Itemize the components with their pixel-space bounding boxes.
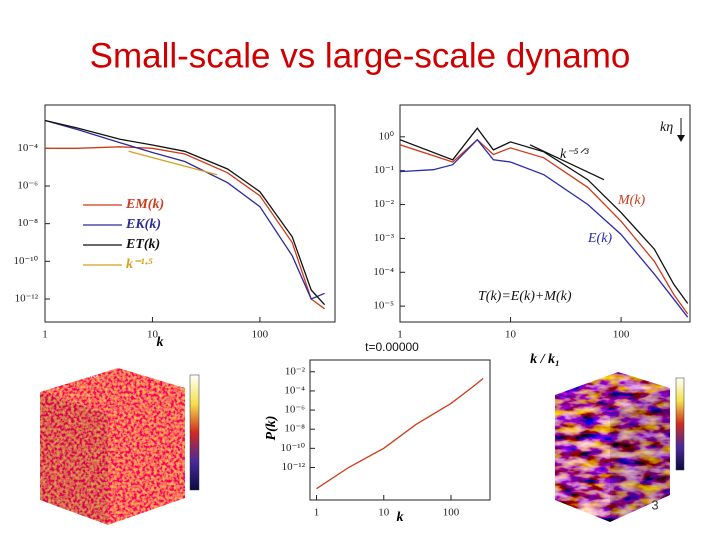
- plot-frame: [309, 359, 491, 501]
- x-axis-label: k / k₁: [530, 352, 560, 367]
- y-tick-label: 10⁻⁴: [373, 266, 394, 278]
- cube-right: [555, 372, 670, 522]
- series-line: [45, 119, 326, 306]
- x-tick-label: 1: [397, 329, 403, 341]
- series-line: [128, 150, 218, 176]
- y-tick-label: 10⁻²: [285, 365, 306, 377]
- y-tick-label: 10⁻¹⁰: [13, 255, 38, 267]
- x-tick-label: 1: [314, 507, 320, 519]
- colorbar: [675, 377, 685, 471]
- y-axis-label: P(k): [264, 416, 279, 441]
- legend-label: ET(k): [125, 237, 160, 252]
- legend-label: EM(k): [125, 197, 164, 212]
- legend-label: k⁻¹·⁵: [126, 257, 153, 272]
- x-tick-label: 10: [505, 329, 517, 341]
- series-line: [529, 144, 605, 181]
- y-tick-label: 10⁻²: [374, 198, 395, 210]
- chart-title: t=0.00000: [365, 340, 419, 354]
- y-tick-label: 10⁻⁸: [17, 217, 38, 229]
- x-tick-label: 1: [42, 329, 48, 341]
- series-line: [400, 138, 689, 318]
- annotation-arrowhead: [677, 135, 685, 142]
- series-line: [45, 119, 325, 300]
- x-axis-label: k: [157, 335, 164, 350]
- cube-label: k= 252.0: [62, 369, 98, 380]
- series-label: k⁻⁵ᐟ³: [560, 147, 589, 162]
- page-number: 3: [651, 497, 658, 512]
- colorbar: [189, 374, 200, 491]
- legend-label: EK(k): [125, 217, 161, 232]
- y-tick-label: 10⁻³: [374, 232, 395, 244]
- plot-frame: [399, 104, 691, 323]
- series-label: E(k): [587, 231, 612, 246]
- x-tick-label: 100: [443, 507, 460, 519]
- series-line: [400, 127, 689, 304]
- y-tick-label: 10⁻⁴: [284, 384, 305, 396]
- y-tick-label: 10⁻⁸: [284, 423, 305, 435]
- y-tick-label: 10⁰: [379, 130, 395, 142]
- y-tick-label: 10⁻⁶: [284, 404, 305, 416]
- x-tick-label: 100: [613, 329, 630, 341]
- y-tick-label: 10⁻¹²: [282, 461, 306, 473]
- slide-title: Small-scale vs large-scale dynamo: [90, 36, 631, 75]
- series-line: [400, 138, 689, 315]
- y-tick-label: 10⁻⁶: [17, 180, 38, 192]
- series-line: [316, 377, 484, 490]
- plot-frame: [44, 104, 336, 323]
- y-tick-label: 10⁻⁵: [373, 300, 394, 312]
- y-tick-label: 10⁻⁴: [17, 142, 38, 154]
- x-tick-label: 100: [252, 329, 269, 341]
- x-axis-label: k: [397, 510, 404, 525]
- y-tick-label: 10⁻¹: [374, 164, 394, 176]
- series-label: T(k)=E(k)+M(k): [478, 289, 572, 304]
- x-tick-label: 10: [147, 329, 159, 341]
- cube-left: [40, 368, 185, 525]
- x-tick-label: 10: [378, 507, 390, 519]
- y-tick-label: 10⁻¹²: [15, 293, 39, 305]
- annotation: kη: [660, 120, 673, 135]
- y-tick-label: 10⁻¹⁰: [280, 442, 305, 454]
- series-line: [45, 146, 325, 310]
- series-label: M(k): [617, 193, 646, 208]
